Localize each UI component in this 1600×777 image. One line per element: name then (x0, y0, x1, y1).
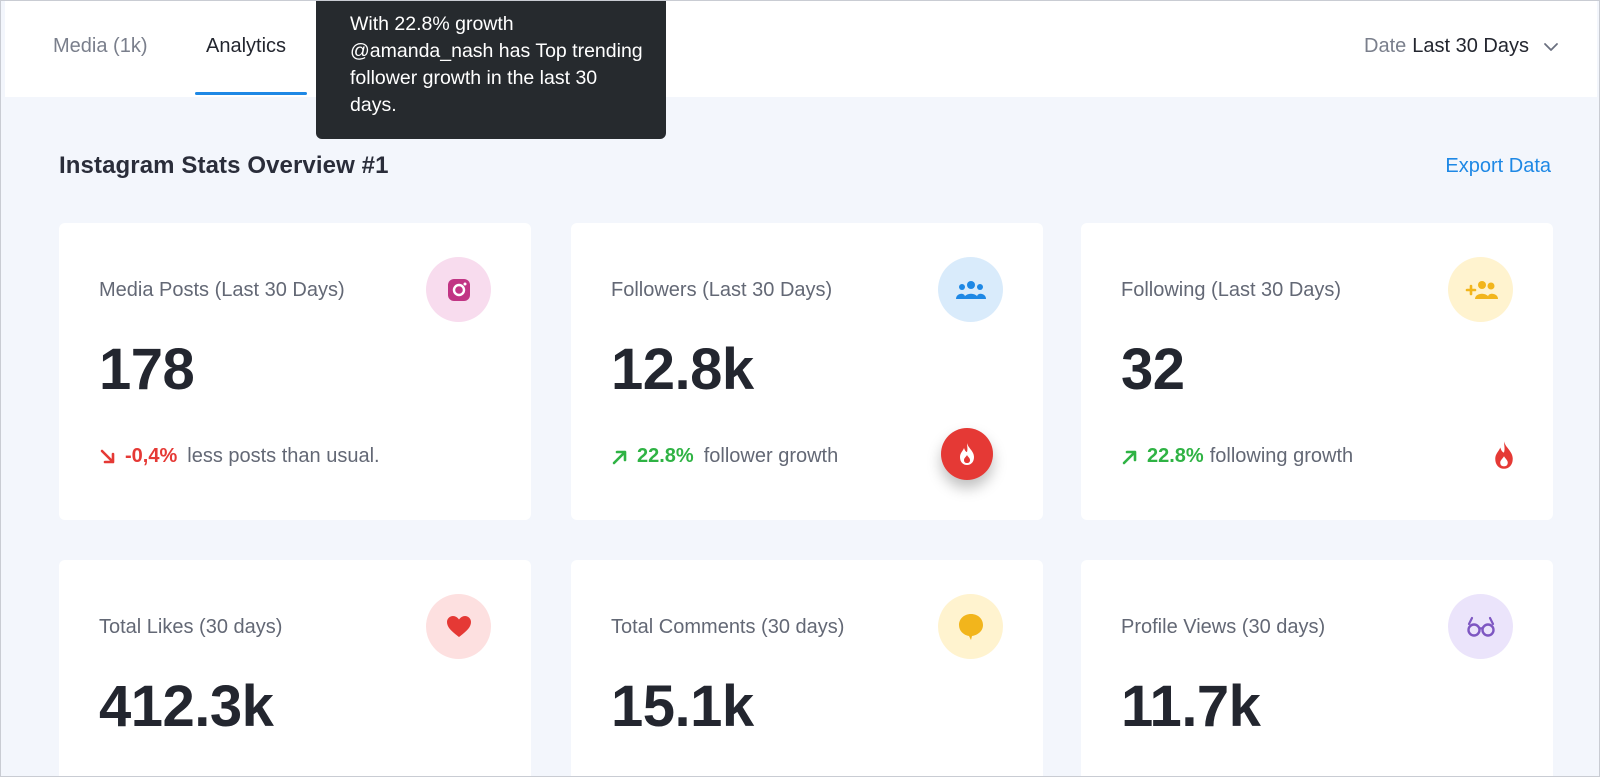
export-data-link[interactable]: Export Data (1445, 155, 1551, 177)
tab-media[interactable]: Media (1k) (53, 35, 148, 57)
change-percent: 22.8% (1147, 445, 1204, 467)
fire-icon (960, 443, 974, 465)
change-text: follower growth (703, 445, 839, 467)
users-icon (938, 257, 1003, 322)
top-bar: Media (1k) Analytics Date Last 30 Days (5, 1, 1597, 97)
heart-icon (426, 594, 491, 659)
arrow-up-right-icon (1122, 450, 1137, 464)
glasses-icon (1448, 594, 1513, 659)
date-range-dropdown[interactable]: Date Last 30 Days (1364, 35, 1559, 58)
stat-card-profile-views: Profile Views (30 days) 11.7k (1081, 560, 1553, 776)
card-value: 12.8k (611, 337, 754, 402)
page-title: Instagram Stats Overview #1 (59, 152, 389, 179)
tab-analytics[interactable]: Analytics (206, 35, 287, 57)
change-text: less posts than usual. (187, 445, 380, 467)
active-tab-indicator (195, 92, 307, 95)
card-value: 32 (1121, 337, 1185, 402)
card-trend: -0,4% less posts than usual. (99, 445, 380, 468)
card-value: 11.7k (1121, 674, 1261, 739)
card-value: 178 (99, 337, 195, 402)
stat-card-followers: Followers (Last 30 Days) 12.8k 22.8% fol… (571, 223, 1043, 520)
arrow-up-right-icon (612, 450, 627, 464)
change-text: following growth (1209, 445, 1354, 467)
card-trend: 22.8% following growth (1121, 445, 1353, 468)
stat-card-total-likes: Total Likes (30 days) 412.3k (59, 560, 531, 776)
change-percent: 22.8% (637, 445, 694, 467)
trending-fire-button[interactable] (941, 428, 993, 480)
card-label: Total Comments (30 days) (611, 616, 845, 638)
comment-icon (938, 594, 1003, 659)
fire-icon (1495, 441, 1513, 469)
card-value: 15.1k (611, 674, 754, 739)
growth-tooltip: With 22.8% growth @amanda_nash has Top t… (316, 1, 666, 139)
card-label: Following (Last 30 Days) (1121, 279, 1342, 301)
chevron-down-icon (1544, 42, 1558, 51)
stat-card-total-comments: Total Comments (30 days) 15.1k (571, 560, 1043, 776)
arrow-down-right-icon (100, 449, 115, 463)
card-trend: 22.8% follower growth (611, 445, 838, 468)
date-filter-label: Date (1364, 35, 1407, 57)
card-label: Followers (Last 30 Days) (611, 279, 833, 301)
card-label: Total Likes (30 days) (99, 616, 283, 638)
instagram-icon (426, 257, 491, 322)
change-percent: -0,4% (125, 445, 178, 467)
card-label: Media Posts (Last 30 Days) (99, 279, 345, 301)
date-filter-value: Last 30 Days (1412, 35, 1529, 57)
card-value: 412.3k (99, 674, 274, 739)
stat-card-following: Following (Last 30 Days) 32 22.8% follow… (1081, 223, 1553, 520)
add-user-icon (1448, 257, 1513, 322)
card-label: Profile Views (30 days) (1121, 616, 1326, 638)
stat-card-media-posts: Media Posts (Last 30 Days) 178 -0,4% les… (59, 223, 531, 520)
